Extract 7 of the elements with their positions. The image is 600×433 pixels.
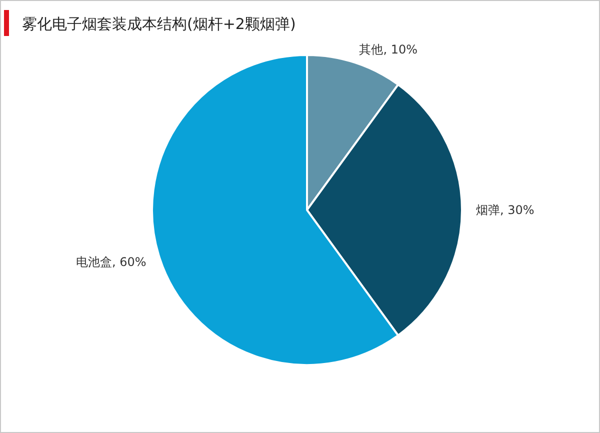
data-label: , 30% xyxy=(500,203,534,217)
chart-title: 雾化电子烟套装成本结构(烟杆+2颗烟弹) xyxy=(22,15,296,33)
data-label: , 60% xyxy=(112,255,146,270)
slice-label: 其他 xyxy=(359,42,384,56)
slice-label: 烟弹 xyxy=(476,203,500,217)
slice-label: 电池盒 xyxy=(76,255,112,270)
data-label: , 10% xyxy=(383,42,418,56)
